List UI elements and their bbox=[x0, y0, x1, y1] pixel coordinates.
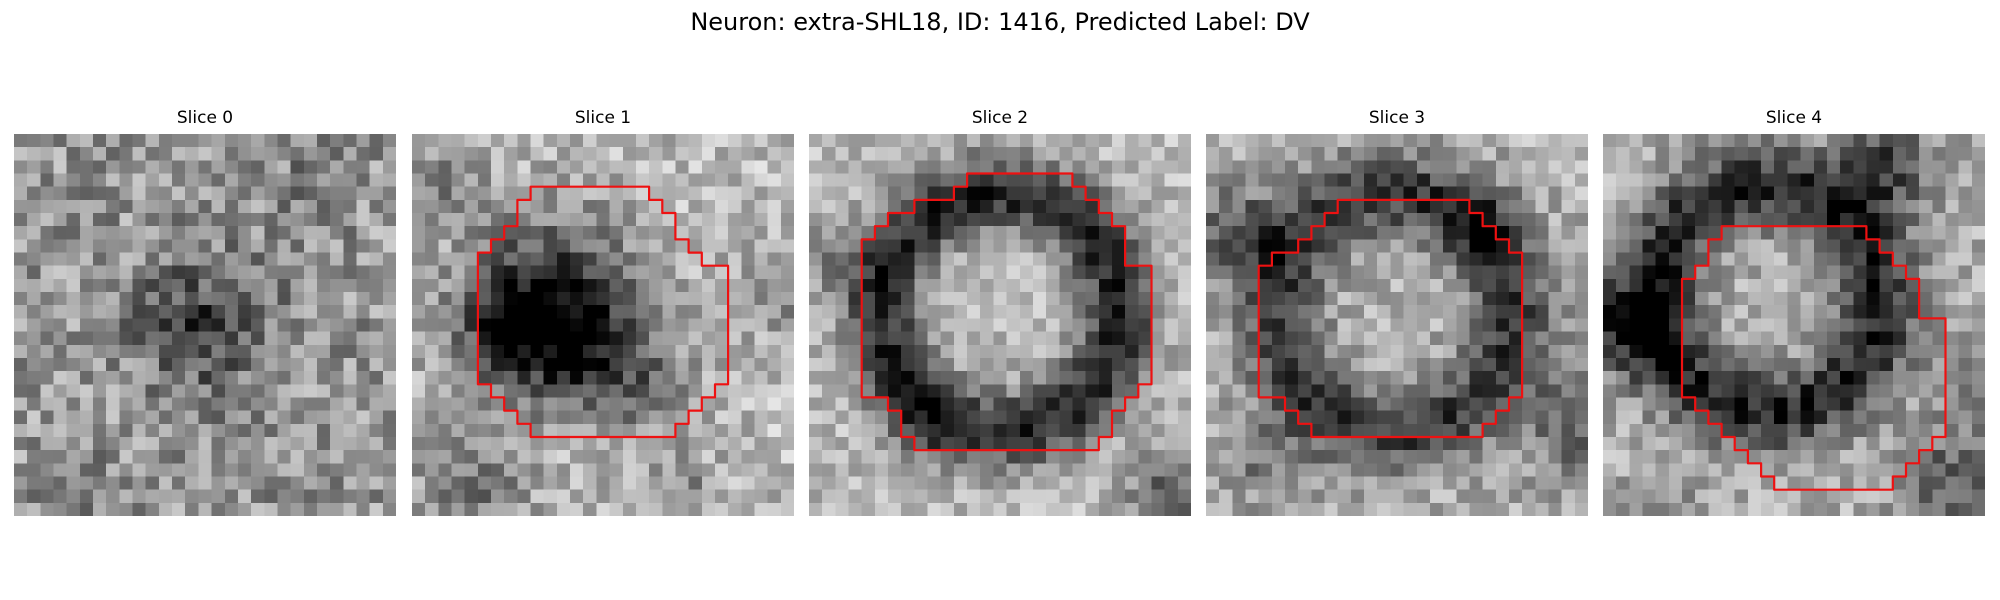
slice-image-1 bbox=[412, 134, 794, 516]
slice-image-3 bbox=[1206, 134, 1588, 516]
slice-panel-0: Slice 0 bbox=[14, 108, 396, 516]
cell-contour-2 bbox=[862, 174, 1152, 451]
slice-panel-1: Slice 1 bbox=[412, 108, 794, 516]
slice-image-2 bbox=[809, 134, 1191, 516]
cell-contour-3 bbox=[1259, 200, 1522, 437]
slice-panel-3: Slice 3 bbox=[1206, 108, 1588, 516]
slice-panel-4: Slice 4 bbox=[1603, 108, 1985, 516]
contour-overlay-3 bbox=[1206, 134, 1588, 516]
figure-title: Neuron: extra-SHL18, ID: 1416, Predicted… bbox=[0, 8, 2000, 36]
cell-contour-4 bbox=[1682, 226, 1946, 490]
contour-overlay-2 bbox=[809, 134, 1191, 516]
slice-title-0: Slice 0 bbox=[14, 108, 396, 128]
slice-image-4 bbox=[1603, 134, 1985, 516]
contour-overlay-1 bbox=[412, 134, 794, 516]
slice-title-3: Slice 3 bbox=[1206, 108, 1588, 128]
slice-canvas-0 bbox=[14, 134, 396, 516]
slice-title-4: Slice 4 bbox=[1603, 108, 1985, 128]
contour-overlay-4 bbox=[1603, 134, 1985, 516]
cell-contour-1 bbox=[478, 187, 728, 437]
slice-title-1: Slice 1 bbox=[412, 108, 794, 128]
slice-image-0 bbox=[14, 134, 396, 516]
slice-panel-2: Slice 2 bbox=[809, 108, 1191, 516]
slice-title-2: Slice 2 bbox=[809, 108, 1191, 128]
